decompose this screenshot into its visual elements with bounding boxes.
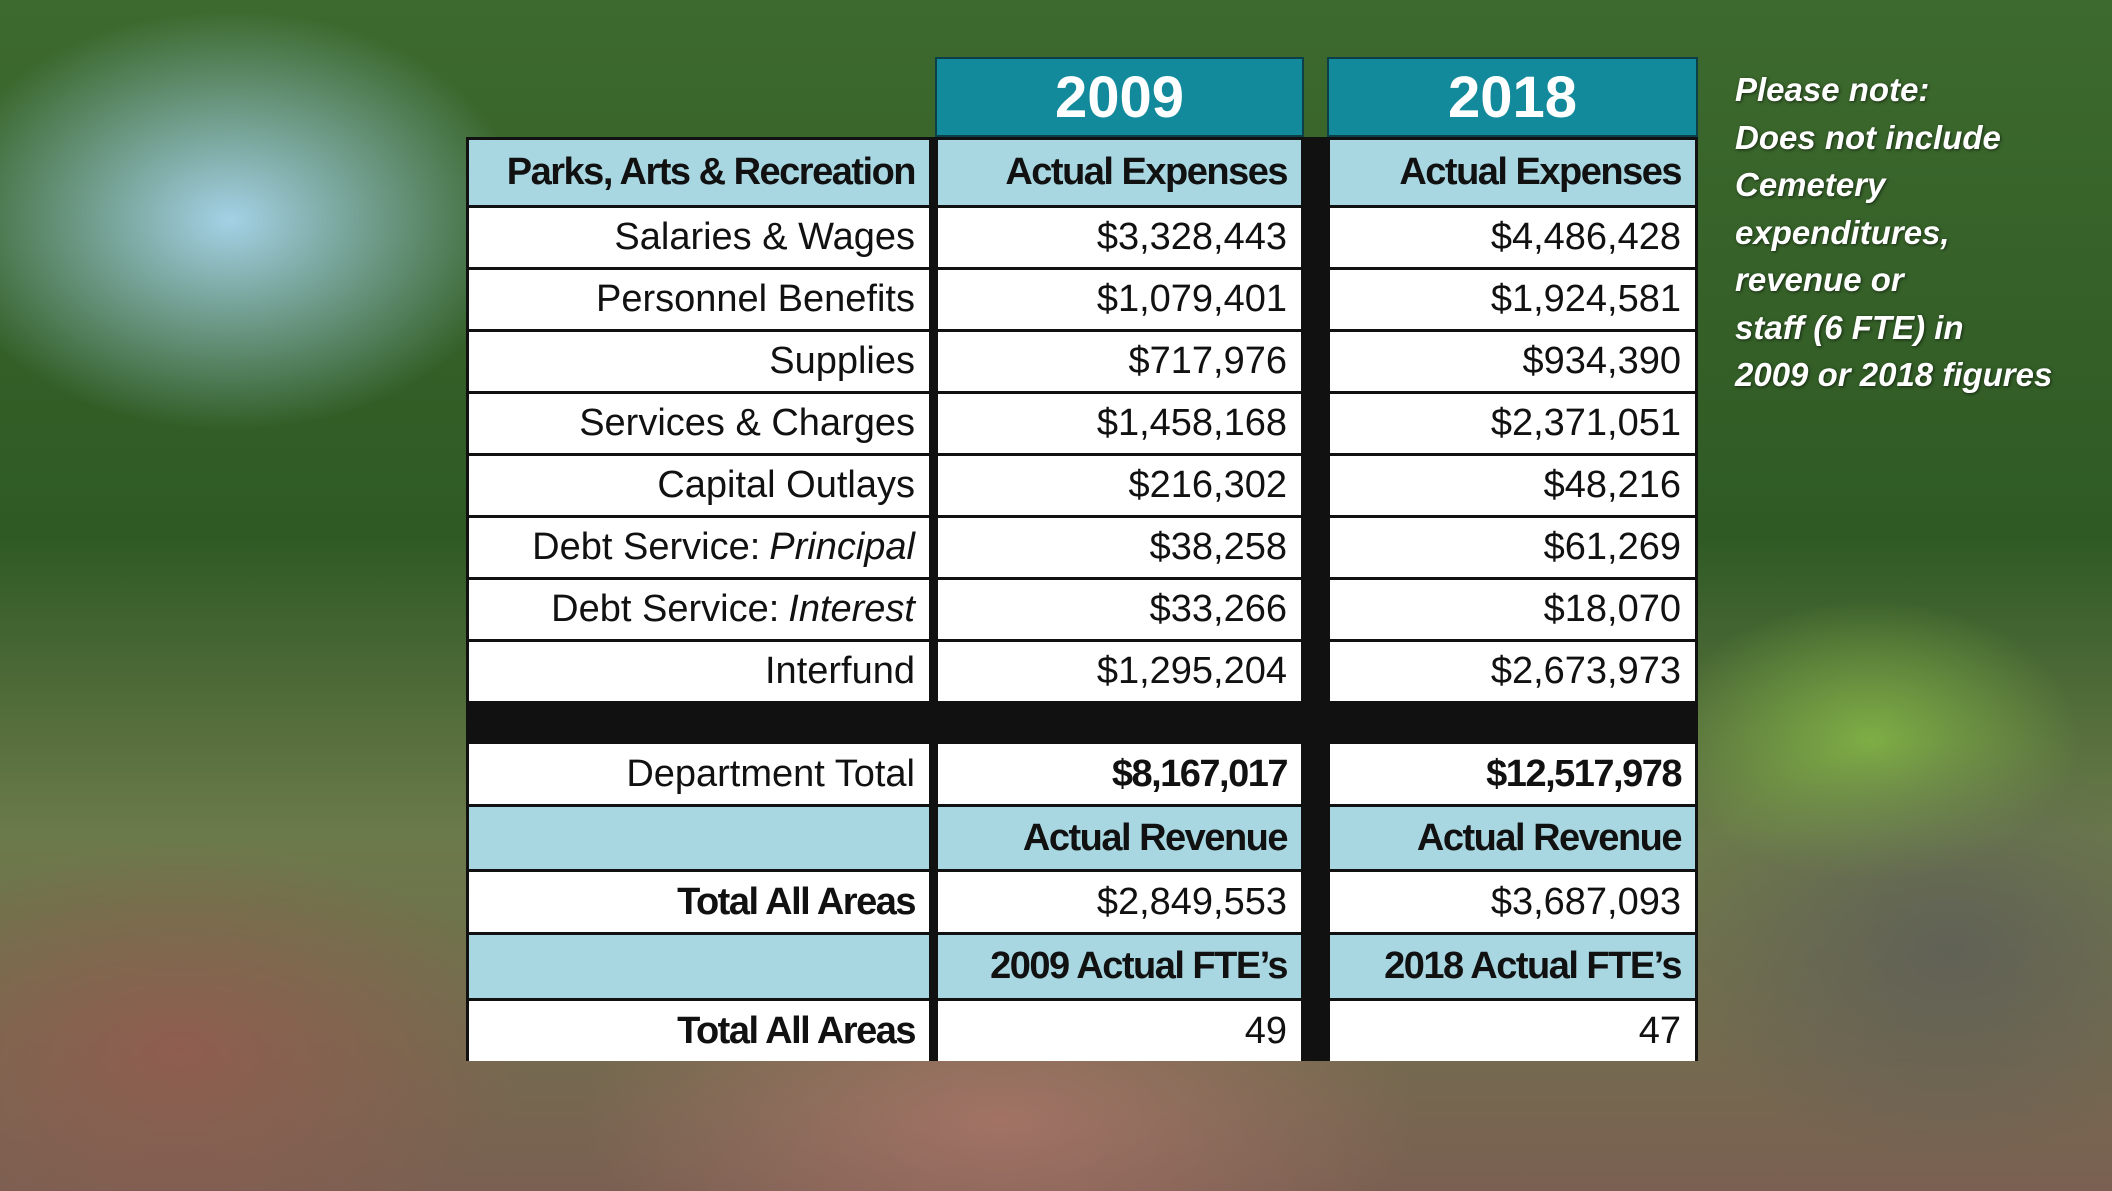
row-value: $1,924,581 [1330,270,1695,329]
cell-text: $33,266 [1150,588,1287,631]
cell-text: Capital Outlays [657,464,915,507]
row-label: Total All Areas [469,872,929,932]
cell-text: $2,849,553 [1097,881,1287,924]
cell-text: Department Total [626,753,915,796]
cell-text: Debt Service: [532,526,760,569]
cell-text: $934,390 [1523,340,1682,383]
cell-text: Actual Expenses [1399,151,1681,194]
row-value: $12,517,978 [1330,744,1695,804]
row-label: Salaries & Wages [469,208,929,267]
cell-text: Actual Expenses [1005,151,1287,194]
row-value: $33,266 [938,580,1301,639]
row-value: $934,390 [1330,332,1695,391]
cell-text: $12,517,978 [1486,753,1681,796]
row-label: Debt Service:Interest [469,580,929,639]
cell-text: $717,976 [1129,340,1288,383]
cell-text: $48,216 [1544,464,1681,507]
row-value: $2,849,553 [938,872,1301,932]
row-value: Actual Expenses [1330,140,1695,205]
row-label [469,935,929,998]
row-value: $48,216 [1330,456,1695,515]
cell-text: $216,302 [1129,464,1288,507]
cell-text: $61,269 [1544,526,1681,569]
row-value: Actual Revenue [1330,807,1695,869]
row-value: 47 [1330,1001,1695,1061]
row-value: Actual Revenue [938,807,1301,869]
row-label: Interfund [469,642,929,701]
row-value: $216,302 [938,456,1301,515]
row-value: $3,687,093 [1330,872,1695,932]
cell-text: 47 [1639,1010,1681,1053]
note-line: 2009 or 2018 figures [1735,351,2052,399]
row-value: Actual Expenses [938,140,1301,205]
row-label: Department Total [469,744,929,804]
row-value: 2018 Actual FTE’s [1330,935,1695,998]
note-line: Does not include [1735,114,2052,162]
cell-text: $1,079,401 [1097,278,1287,321]
row-value: $4,486,428 [1330,208,1695,267]
cell-text: Actual Revenue [1023,817,1287,860]
row-value: $61,269 [1330,518,1695,577]
note-line: revenue or [1735,256,2052,304]
row-value: 49 [938,1001,1301,1061]
note-line: staff (6 FTE) in [1735,304,2052,352]
cell-text: 2009 Actual FTE’s [990,945,1287,988]
cell-text: $38,258 [1150,526,1287,569]
cell-text: $3,328,443 [1097,216,1287,259]
cell-text: Debt Service: [551,588,779,631]
cell-text: Services & Charges [579,402,915,445]
cell-text: $18,070 [1544,588,1681,631]
cell-text: $1,924,581 [1491,278,1681,321]
cell-text: Salaries & Wages [614,216,915,259]
row-value: $38,258 [938,518,1301,577]
cell-text: $2,371,051 [1491,402,1681,445]
cell-text: $1,458,168 [1097,402,1287,445]
row-value: $1,458,168 [938,394,1301,453]
year-header: 2009 [935,57,1304,137]
cell-text: $1,295,204 [1097,650,1287,693]
note-line: Cemetery [1735,161,2052,209]
row-value: $18,070 [1330,580,1695,639]
row-label: Services & Charges [469,394,929,453]
cell-text: Actual Revenue [1417,817,1681,860]
note-line: expenditures, [1735,209,2052,257]
cell-text: 49 [1245,1010,1287,1053]
row-label [469,807,929,869]
cell-text: 2018 Actual FTE’s [1384,945,1681,988]
row-label: Total All Areas [469,1001,929,1061]
row-label: Personnel Benefits [469,270,929,329]
cell-text: $4,486,428 [1491,216,1681,259]
cell-text: $8,167,017 [1112,753,1287,796]
row-value: $2,371,051 [1330,394,1695,453]
row-value: 2009 Actual FTE’s [938,935,1301,998]
row-label: Debt Service:Principal [469,518,929,577]
cell-text: Personnel Benefits [596,278,915,321]
row-label: Supplies [469,332,929,391]
cell-text: Interest [788,588,915,631]
cell-text: Interfund [765,650,915,693]
expense-table: Parks, Arts & Recreation Actual Expenses A… [466,137,1698,1061]
row-value: $717,976 [938,332,1301,391]
year-header: 2018 [1327,57,1698,137]
cell-text: Total All Areas [677,1010,915,1053]
row-label: Capital Outlays [469,456,929,515]
cell-text: Parks, Arts & Recreation [507,151,915,194]
note-line: Please note: [1735,66,2052,114]
row-value: $3,328,443 [938,208,1301,267]
cell-text: Principal [769,526,915,569]
page: 2009 2018 Parks, Arts & Recreation Actual… [0,0,2112,1191]
cell-text: $3,687,093 [1491,881,1681,924]
row-label: Parks, Arts & Recreation [469,140,929,205]
row-value: $1,079,401 [938,270,1301,329]
cell-text: Supplies [769,340,915,383]
row-value: $8,167,017 [938,744,1301,804]
row-value: $1,295,204 [938,642,1301,701]
row-value: $2,673,973 [1330,642,1695,701]
cell-text: $2,673,973 [1491,650,1681,693]
cell-text: Total All Areas [677,881,915,924]
